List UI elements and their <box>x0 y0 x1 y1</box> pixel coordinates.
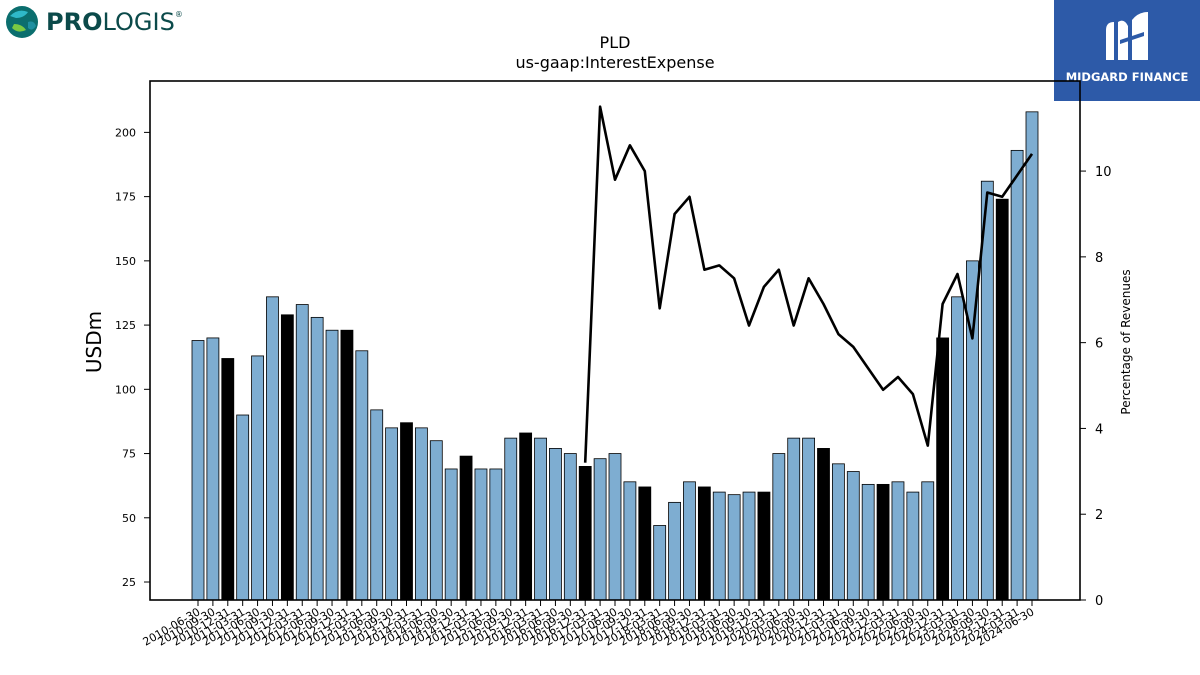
midgard-m-icon <box>1106 12 1148 61</box>
bar-2019-06-30 <box>727 494 741 601</box>
bar-2012-03-31 <box>295 304 309 601</box>
bar-2019-09-30 <box>742 491 756 601</box>
midgard-finance-name: MIDGARD FINANCE <box>1065 70 1189 84</box>
bar-2010-12-31 <box>221 358 235 601</box>
x-axis: 2010-06-302010-09-302010-12-312011-03-31… <box>141 600 1037 649</box>
bar-2011-09-30 <box>266 296 279 601</box>
bar-2022-09-30 <box>921 481 935 601</box>
bar-2014-12-31 <box>459 455 473 601</box>
y-tick-label: 200 <box>115 126 136 139</box>
bar-2021-12-31 <box>876 483 890 601</box>
y-tick-label: 75 <box>122 448 136 461</box>
y2-tick-label: 4 <box>1095 422 1103 437</box>
bar-2023-12-31 <box>995 198 1009 601</box>
prologis-logo: PROLOGIS® <box>4 4 194 40</box>
bar-2014-09-30 <box>444 468 458 601</box>
right-y-axis: 0 2 4 6 8 10 <box>1080 165 1112 609</box>
midgard-finance-logo: MIDGARD FINANCE <box>1054 0 1200 101</box>
bar-2017-09-30 <box>623 481 637 601</box>
bar-2019-03-31 <box>712 491 726 601</box>
bar-2012-09-30 <box>325 329 339 601</box>
bar-2018-06-30 <box>668 501 681 601</box>
bar-2020-09-30 <box>802 437 816 601</box>
y2-axis-label: Percentage of Revenues <box>1119 269 1133 414</box>
bar-2010-09-30 <box>206 337 220 601</box>
bar-2017-06-30 <box>608 453 622 601</box>
globe-icon <box>6 6 38 38</box>
bar-2012-12-31 <box>340 329 354 601</box>
bar-2024-06-30 <box>1025 111 1039 601</box>
bar-2022-12-31 <box>936 337 950 601</box>
bar-2022-06-30 <box>906 491 920 601</box>
bar-2015-06-30 <box>489 468 503 601</box>
bar-2016-09-30 <box>563 453 577 601</box>
bar-2014-06-30 <box>429 440 443 601</box>
bar-2020-12-31 <box>817 448 830 601</box>
y-tick-label: 125 <box>115 319 136 332</box>
left-y-axis: 25 50 75 100 125 150 175 200 <box>115 126 150 589</box>
bar-2013-09-30 <box>385 427 399 601</box>
bar-2021-06-30 <box>846 471 860 601</box>
bar-2016-06-30 <box>549 448 562 601</box>
prologis-wordmark: PROLOGIS® <box>46 8 183 36</box>
bar-2018-03-31 <box>653 525 667 601</box>
bar-2011-06-30 <box>251 355 264 601</box>
bar-2013-12-31 <box>400 422 413 601</box>
bar-2017-12-31 <box>638 486 652 601</box>
bar-2023-06-30 <box>966 260 979 601</box>
y-tick-label: 25 <box>122 576 136 589</box>
y-tick-label: 175 <box>115 191 136 204</box>
bar-2015-03-31 <box>474 468 488 601</box>
bar-2020-03-31 <box>772 453 786 601</box>
bar-2019-12-31 <box>757 491 771 601</box>
y2-tick-label: 10 <box>1095 165 1112 180</box>
bar-group <box>191 111 1039 601</box>
y2-tick-label: 8 <box>1095 251 1103 266</box>
bar-2018-12-31 <box>697 486 711 601</box>
bar-2013-03-31 <box>355 350 369 601</box>
y2-tick-label: 6 <box>1095 337 1103 352</box>
bar-2015-12-31 <box>519 432 533 601</box>
bar-2020-06-30 <box>787 437 801 601</box>
bar-2012-06-30 <box>310 316 324 601</box>
bar-2013-06-30 <box>370 409 384 601</box>
bar-2016-12-31 <box>578 465 592 601</box>
bar-2016-03-31 <box>534 437 547 601</box>
bar-2011-12-31 <box>280 314 294 601</box>
bar-2018-09-30 <box>683 481 696 601</box>
bar-2022-03-31 <box>891 481 905 601</box>
bar-2024-03-31 <box>1010 149 1024 601</box>
y2-tick-label: 2 <box>1095 508 1103 523</box>
y-axis-label: USDm <box>82 311 106 373</box>
y-tick-label: 150 <box>115 255 136 268</box>
y-tick-label: 100 <box>115 383 136 396</box>
bar-2017-03-31 <box>593 458 607 601</box>
bar-2015-09-30 <box>504 437 518 601</box>
bar-2021-03-31 <box>831 463 845 601</box>
y-tick-label: 50 <box>122 512 136 525</box>
bar-2010-06-30 <box>191 340 205 601</box>
chart-subtitle: us-gaap:InterestExpense <box>515 53 714 72</box>
bar-2011-03-31 <box>236 414 250 601</box>
chart-title: PLD <box>600 33 631 52</box>
bar-2014-03-31 <box>414 427 428 601</box>
y2-tick-label: 0 <box>1095 594 1103 609</box>
bar-2021-09-30 <box>861 483 875 601</box>
percentage-of-revenues-line <box>583 105 1034 463</box>
bar-2023-03-31 <box>951 296 964 601</box>
